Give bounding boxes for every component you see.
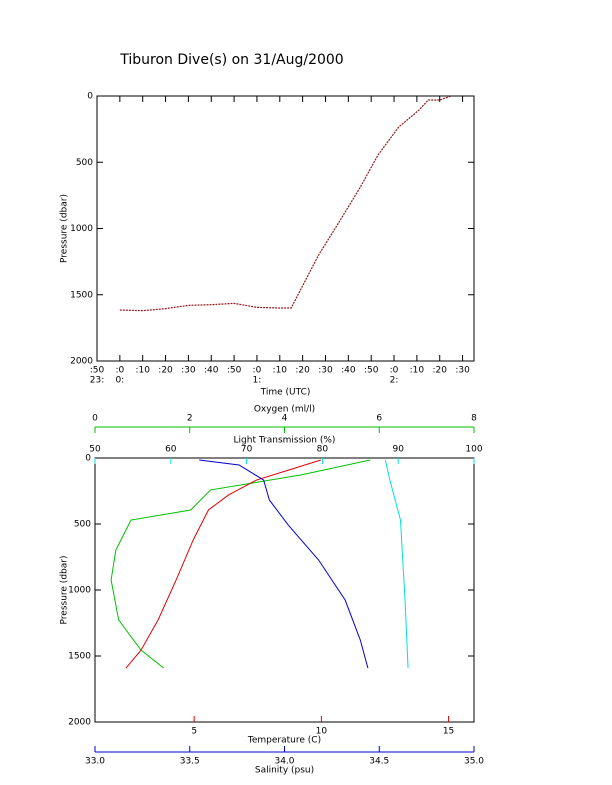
x-hour-label: 1:: [253, 376, 262, 386]
x-tick-label: 33.5: [180, 757, 200, 767]
x-hour-label: 2:: [390, 376, 399, 386]
x-tick-label: :50: [227, 366, 242, 376]
y-tick-label: 2000: [68, 718, 91, 728]
y-axis-label: Pressure (dbar): [60, 556, 70, 625]
profile-line: [110, 459, 371, 669]
x-tick-label: 100: [465, 445, 482, 455]
x-tick-label: :20: [158, 366, 173, 376]
x-tick-label: 35.0: [464, 757, 484, 767]
x-axis-label: Time (UTC): [260, 388, 311, 398]
y-axis-label: Pressure (dbar): [60, 194, 70, 263]
x-tick-label: 6: [376, 414, 382, 424]
x-tick-label: :30: [181, 366, 196, 376]
x-tick-label: 60: [165, 445, 177, 455]
y-tick-label: 500: [76, 158, 93, 168]
x-axis-label: Temperature (C): [247, 736, 321, 746]
profile-line: [125, 459, 322, 669]
x-tick-label: 10: [316, 727, 328, 737]
x-tick-label: :10: [135, 366, 150, 376]
x-tick-label: 90: [392, 445, 404, 455]
x-axis-label: Light Transmission (%): [234, 436, 336, 446]
x-axis-label: Salinity (psu): [255, 766, 314, 776]
y-tick-label: 0: [87, 92, 93, 102]
profile-line: [384, 459, 409, 669]
x-tick-label: 34.5: [369, 757, 389, 767]
x-tick-label: 8: [471, 414, 477, 424]
x-tick-label: :10: [273, 366, 288, 376]
y-tick-label: 1000: [68, 586, 91, 596]
x-tick-label: :20: [432, 366, 447, 376]
x-tick-label: 33.0: [85, 757, 105, 767]
x-tick-label: 50: [89, 445, 101, 455]
x-tick-label: :0: [115, 366, 124, 376]
x-tick-label: 34.0: [274, 757, 294, 767]
x-tick-label: 70: [241, 445, 253, 455]
x-tick-label: :0: [390, 366, 399, 376]
x-tick-label: :20: [295, 366, 310, 376]
x-tick-label: :50: [364, 366, 379, 376]
x-tick-label: 2: [187, 414, 193, 424]
x-hour-label: 0:: [115, 376, 124, 386]
x-tick-label: :30: [455, 366, 470, 376]
y-tick-label: 0: [85, 454, 91, 464]
x-tick-label: :30: [318, 366, 333, 376]
x-tick-label: :40: [204, 366, 219, 376]
y-tick-label: 1500: [70, 290, 93, 300]
x-tick-label: :50: [90, 366, 105, 376]
x-tick-label: :10: [410, 366, 425, 376]
plot-frame: [94, 457, 475, 723]
y-tick-label: 2000: [70, 357, 93, 367]
y-tick-label: 1000: [70, 224, 93, 234]
x-tick-label: 15: [443, 727, 454, 737]
y-tick-label: 500: [74, 520, 91, 530]
x-tick-label: 80: [317, 445, 329, 455]
x-hour-label: 23:: [90, 376, 104, 386]
profile-line: [199, 459, 369, 669]
y-tick-label: 1500: [68, 652, 91, 662]
x-tick-label: 4: [282, 414, 288, 424]
x-tick-label: :0: [253, 366, 262, 376]
x-tick-label: 0: [92, 414, 98, 424]
x-axis-label: Oxygen (ml/l): [254, 405, 315, 415]
x-tick-label: :40: [341, 366, 356, 376]
plot-frame: [96, 95, 475, 362]
depth-line: [119, 95, 452, 312]
chart-title: Tiburon Dive(s) on 31/Aug/2000: [119, 52, 343, 68]
x-tick-label: 5: [191, 727, 197, 737]
